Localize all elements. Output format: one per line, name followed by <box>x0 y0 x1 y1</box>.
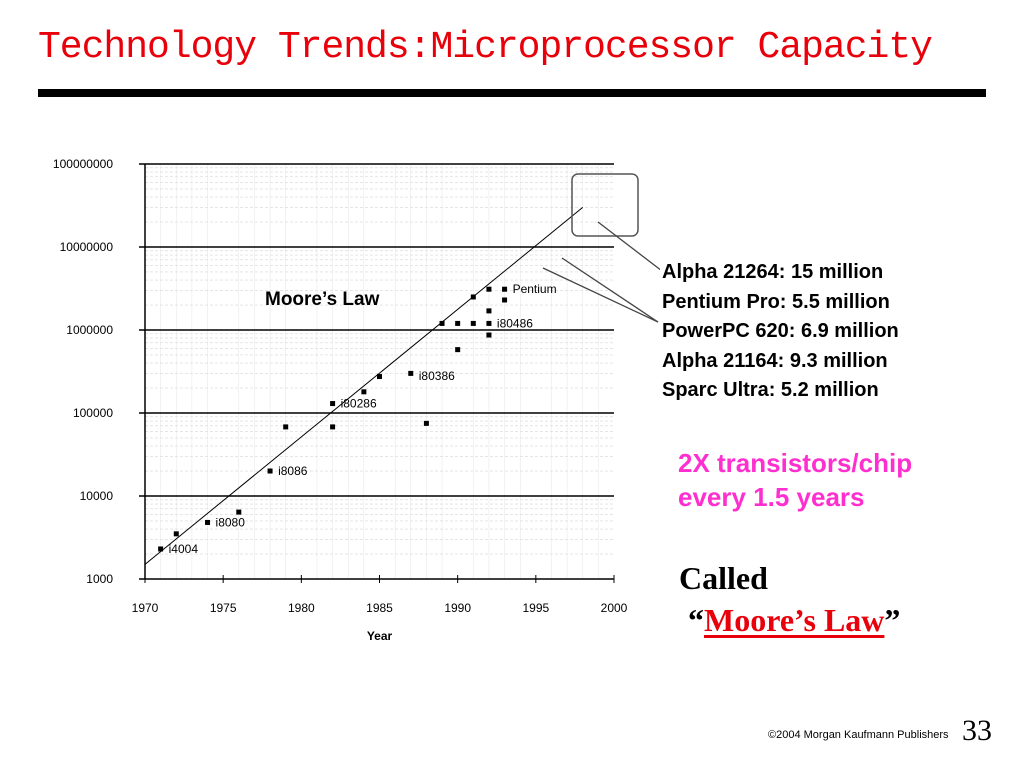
processor-label: i80286 <box>341 397 377 411</box>
processor-label: i80486 <box>497 316 533 330</box>
chip-powerpc-620: PowerPC 620: 6.9 million <box>662 320 899 342</box>
callout-box <box>571 173 639 237</box>
data-point <box>423 420 429 426</box>
copyright-footer: ©2004 Morgan Kaufmann Publishers <box>768 729 949 741</box>
processor-label: i8086 <box>278 464 308 478</box>
close-quote: ” <box>884 602 901 638</box>
trend-line-2: every 1.5 years <box>678 482 865 512</box>
y-tick-label: 10000 <box>80 489 114 503</box>
y-tick-label: 100000 <box>73 406 113 420</box>
data-point <box>377 374 382 380</box>
data-point <box>455 320 461 326</box>
data-point <box>205 519 211 525</box>
data-point <box>502 297 508 303</box>
data-point <box>158 546 164 552</box>
callout-line <box>542 267 659 323</box>
trend-statement: 2X transistors/chip every 1.5 years <box>678 446 912 514</box>
moores-law-annotation: Moore’s Law <box>265 289 380 310</box>
data-point <box>267 468 273 474</box>
title-divider <box>38 89 986 97</box>
open-quote: “ <box>688 602 704 638</box>
processor-label: i8080 <box>216 515 246 529</box>
x-tick-label: 1970 <box>132 601 159 615</box>
y-tick-label: 1000 <box>86 572 113 586</box>
chip-alpha-21164: Alpha 21164: 9.3 million <box>662 349 888 372</box>
data-point <box>455 347 461 353</box>
x-tick-label: 1975 <box>210 601 237 615</box>
processor-label: Pentium <box>513 282 557 296</box>
callout-lines <box>542 221 660 323</box>
processor-label: i4004 <box>169 542 199 556</box>
called-text: Called <box>679 560 768 596</box>
data-point <box>408 370 414 376</box>
data-point <box>486 308 492 314</box>
data-point <box>486 332 492 338</box>
y-tick-label: 100000000 <box>53 157 113 171</box>
data-points <box>158 286 508 552</box>
x-tick-labels: 1970 1975 1980 1985 1990 1995 2000 <box>132 575 628 615</box>
data-point <box>361 389 367 395</box>
major-gridlines <box>139 163 614 580</box>
data-point <box>439 320 445 326</box>
chip-alpha-21264: Alpha 21264: 15 million <box>662 261 884 283</box>
moores-law-chart: 100000000100000001000000100000100001000 … <box>53 157 660 643</box>
x-tick-label: 1990 <box>444 601 471 615</box>
data-point <box>486 320 492 326</box>
y-tick-labels: 100000000 10000000 1000000 100000 10000 1000 <box>53 157 113 586</box>
page-number: 33 <box>962 714 992 747</box>
slide-title: Technology Trends:Microprocessor Capacit… <box>38 26 933 69</box>
callout-line <box>561 257 659 323</box>
y-tick-label: 1000000 <box>66 323 113 337</box>
data-point <box>173 531 179 537</box>
x-axis-label: Year <box>367 629 393 643</box>
moores-law-name: Moore’s Law <box>704 602 885 638</box>
moores-law-quote: “Moore’s Law” <box>688 602 900 638</box>
chip-pentium-pro: Pentium Pro: 5.5 million <box>662 290 890 313</box>
x-tick-label: 1995 <box>522 601 549 615</box>
trend-line <box>144 207 584 565</box>
data-point <box>470 294 476 300</box>
processor-list: Alpha 21264: 15 million Pentium Pro: 5.5… <box>662 258 899 406</box>
processor-labels: i4004 i8080 i8086 i80286 i80386 i80486 Pentium <box>169 282 557 556</box>
data-point <box>283 424 289 430</box>
data-point <box>330 401 336 407</box>
trend-line-1: 2X transistors/chip <box>678 448 913 478</box>
y-tick-label: 10000000 <box>60 240 114 254</box>
x-tick-label: 1980 <box>288 601 315 615</box>
data-point <box>236 509 242 515</box>
x-tick-label: 2000 <box>601 601 628 615</box>
data-point <box>502 286 508 292</box>
chip-sparc-ultra: Sparc Ultra: 5.2 million <box>662 379 879 401</box>
callout-line <box>597 221 660 271</box>
data-point <box>470 320 476 326</box>
processor-label: i80386 <box>419 369 455 383</box>
data-point <box>486 286 492 292</box>
data-point <box>330 424 336 430</box>
x-tick-label: 1985 <box>366 601 393 615</box>
minor-gridlines <box>145 164 614 579</box>
